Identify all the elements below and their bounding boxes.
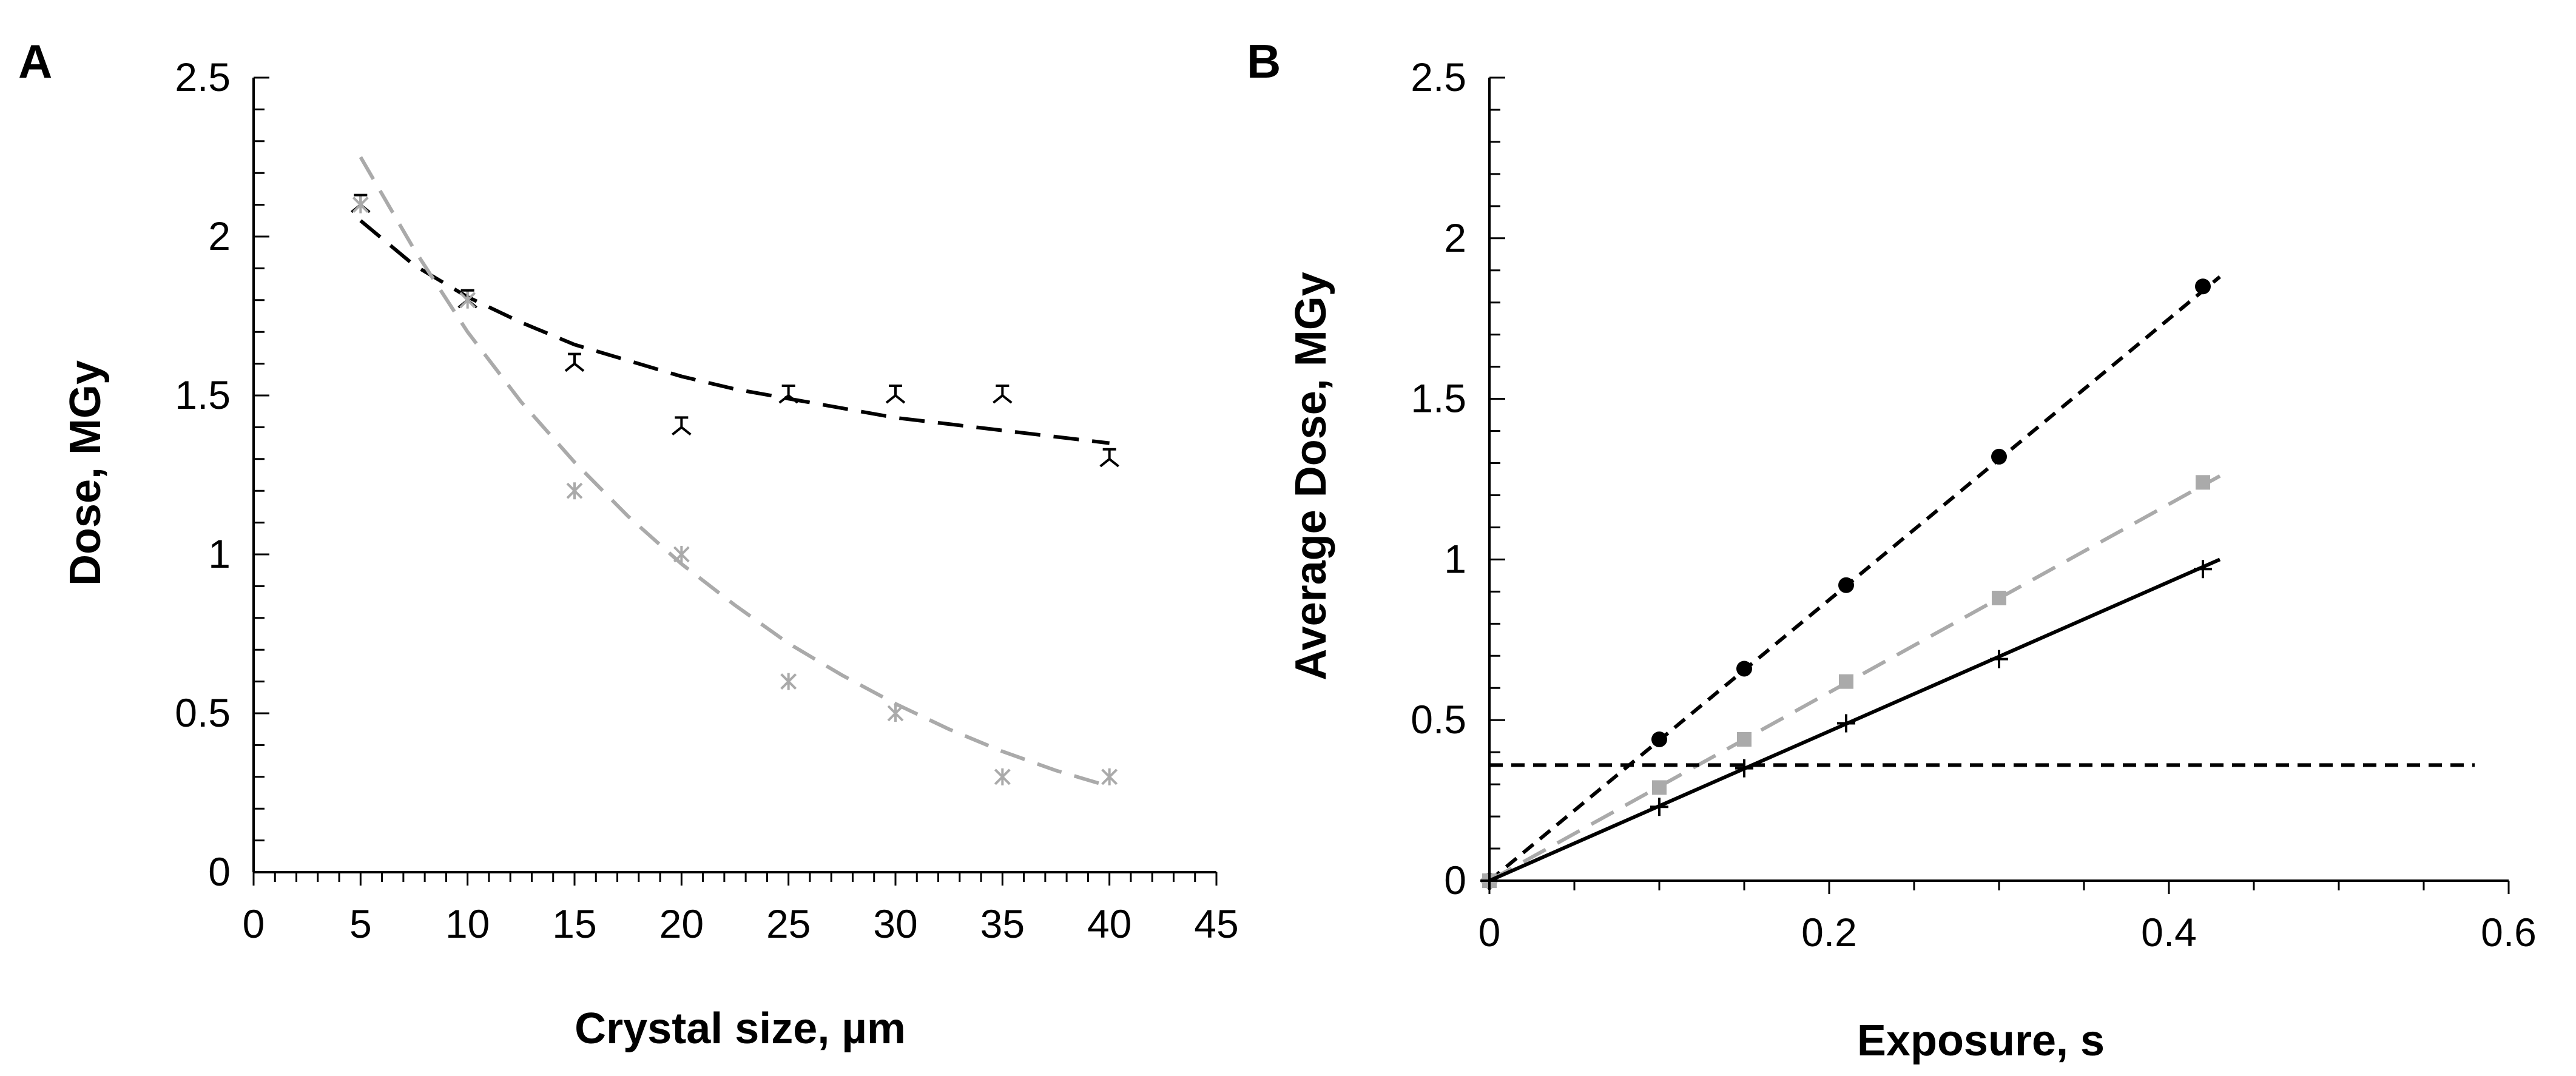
panel-a-y-axis-title: Dose, MGy <box>61 360 110 586</box>
panel-a-series-black-point <box>672 416 692 435</box>
panel-b-y-tick-label: 1.5 <box>1411 376 1466 421</box>
panel-a-series-black-line <box>359 219 1110 445</box>
panel-a-y-tick-label: 1 <box>208 531 231 576</box>
panel-b-series-black-circle-point <box>1736 661 1752 677</box>
panel-a-x-axis-title: Crystal size, µm <box>575 1004 906 1053</box>
panel-a-series-black-point <box>993 385 1013 404</box>
panel-b-series-black-circle-point <box>1838 577 1854 593</box>
panel-b-x-tick-label: 0.2 <box>1801 910 1857 955</box>
panel-a-series-gray-point <box>352 196 369 214</box>
panel-a-x-tick-label: 10 <box>445 901 490 946</box>
panel-b-series-gray-square-point <box>2196 475 2210 490</box>
panel-a-series-gray-point <box>994 768 1011 785</box>
panel-a-series-gray-point <box>1101 768 1118 785</box>
panel-a-x-tick-label: 5 <box>349 901 372 946</box>
panel-b-x-axis-title: Exposure, s <box>1857 1017 2105 1065</box>
panel-b-series-black-plus-point <box>1650 798 1668 816</box>
panel-b-series-gray-square-point <box>1839 674 1853 689</box>
panel-a-x-tick-label: 25 <box>766 901 811 946</box>
panel-a-x-tick-label: 0 <box>243 901 265 946</box>
panel-b-series-black-plus-point <box>1480 872 1499 890</box>
panel-b-x-tick-label: 0.6 <box>2481 910 2537 955</box>
panel-b-series-gray-square-point <box>1992 590 2006 605</box>
panel-b-plot-area: 0 0.2 0.4 0.6 0 0.5 1 1.5 2 2.5 <box>1411 55 2537 955</box>
panel-a-plot-area: 0 5 10 15 20 25 30 35 40 45 0 0.5 1 1.5 2 2.5 <box>175 55 1238 946</box>
panel-b-series-gray-square-point <box>1652 780 1667 795</box>
panel-b-series-black-circle-point <box>1651 731 1667 747</box>
panel-b-y-tick-label: 2 <box>1444 215 1466 260</box>
panel-a-series-gray-point <box>673 546 690 563</box>
panel-a-series-gray-line <box>359 156 1110 789</box>
panel-a-series-gray-point <box>459 291 476 309</box>
panel-a-x-tick-label: 15 <box>552 901 596 946</box>
panel-b-letter: B <box>1247 35 1281 88</box>
panel-b-series-black-circle-point <box>2195 278 2211 295</box>
panel-a-series-black-point <box>885 385 906 404</box>
panel-b-series-black-circle-point <box>1991 448 2007 465</box>
panel-b-series-gray-square-line <box>1488 474 2221 883</box>
panel-a-letter: A <box>18 35 52 88</box>
panel-a-y-tick-label: 0.5 <box>175 690 231 735</box>
panel-b-x-tick-label: 0 <box>1479 910 1501 955</box>
panel-a-x-tick-label: 20 <box>659 901 704 946</box>
panel-a-series-gray-point <box>780 673 797 690</box>
panel-a-x-tick-label: 45 <box>1194 901 1238 946</box>
panel-b-series-black-plus-point <box>1837 714 1855 733</box>
panel-b-series-black-plus-point <box>1735 759 1753 778</box>
panel-a-x-tick-label: 30 <box>873 901 917 946</box>
panel-a-series-black-point <box>564 352 585 372</box>
panel-a-y-tick-label: 0 <box>208 849 231 894</box>
panel-b-y-tick-label: 0.5 <box>1411 697 1466 742</box>
panel-b-series-black-plus-point <box>2194 560 2212 579</box>
panel-a-y-tick-label: 2 <box>208 214 231 258</box>
panel-b-series-black-plus-line <box>1488 557 2221 883</box>
panel-a-x-tick-label: 40 <box>1087 901 1131 946</box>
panel-a-x-tick-label: 35 <box>980 901 1025 946</box>
panel-a-y-tick-label: 1.5 <box>175 372 231 417</box>
panel-a-series-black-point <box>778 385 798 404</box>
panel-b-y-tick-label: 2.5 <box>1411 55 1466 99</box>
panel-a-y-tick-label: 2.5 <box>175 55 231 99</box>
panel-a-series-gray-point <box>887 705 904 722</box>
panel-b-chart: B 0 0.2 0.4 0.6 0 0.5 1 1.5 2 2.5 Exposure, s Ave… <box>1247 35 2537 1065</box>
panel-b-y-tick-label: 1 <box>1444 536 1466 581</box>
panel-a-series-black-point <box>1099 448 1119 468</box>
panel-b-series-black-plus-point <box>1990 650 2008 668</box>
panel-b-series-black-circle-line <box>1488 275 2221 883</box>
panel-b-y-axis-title: Average Dose, MGy <box>1287 272 1335 681</box>
panel-b-x-tick-label: 0.4 <box>2141 910 2197 955</box>
panel-b-series-gray-square-point <box>1737 731 1752 747</box>
panel-a-chart: A 0 5 10 15 20 25 30 35 40 45 0 0.5 1 1.5 2 2.5 Crystal… <box>18 35 1239 1053</box>
panel-a-series-gray-point <box>566 482 583 500</box>
panel-b-y-tick-label: 0 <box>1444 858 1466 903</box>
